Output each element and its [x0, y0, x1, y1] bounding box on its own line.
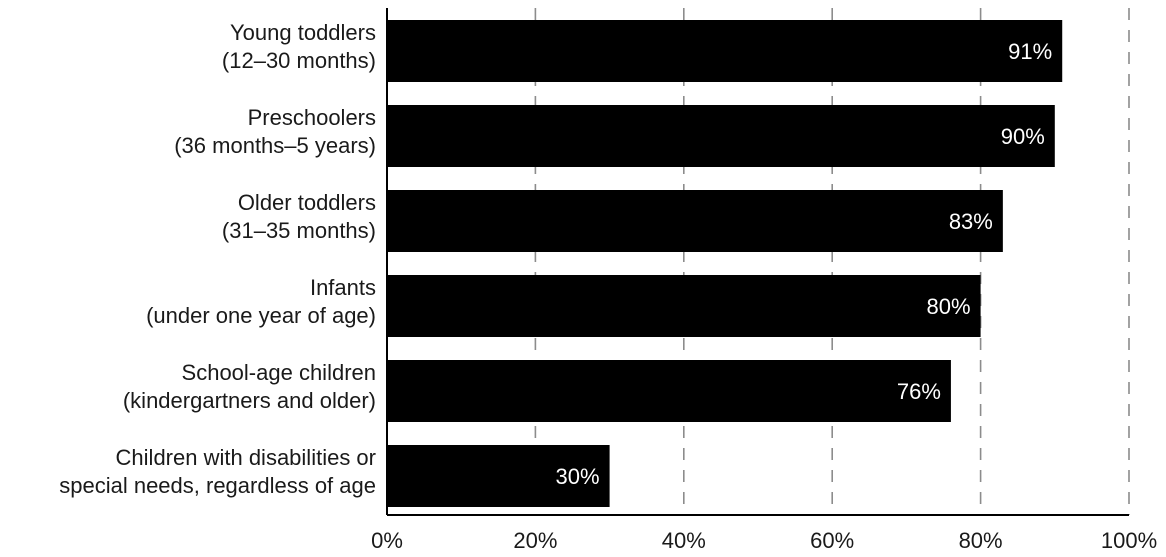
category-label-2: Older toddlers (31–35 months) [222, 190, 376, 243]
gridlines [534, 8, 1130, 515]
data-label-1: 90% [1001, 124, 1045, 149]
category-label-line: Older toddlers [238, 190, 376, 215]
category-label-1: Preschoolers (36 months–5 years) [174, 105, 376, 158]
category-label-line: (31–35 months) [222, 218, 376, 243]
data-label-0: 91% [1008, 39, 1052, 64]
bar-3 [387, 275, 981, 337]
category-label-4: School-age children (kindergartners and o… [123, 360, 376, 413]
bar-2 [387, 190, 1003, 252]
x-tick-label-60: 60% [810, 528, 854, 553]
labels: 91% Young toddlers (12–30 months) 90% Presch… [59, 20, 1157, 553]
bar-4 [387, 360, 951, 422]
category-label-line: Infants [310, 275, 376, 300]
category-label-line: (36 months–5 years) [174, 133, 376, 158]
category-label-0: Young toddlers (12–30 months) [222, 20, 376, 73]
category-label-line: special needs, regardless of age [59, 473, 376, 498]
category-label-line: (under one year of age) [146, 303, 376, 328]
x-tick-label-0: 0% [371, 528, 403, 553]
category-label-line: School-age children [182, 360, 376, 385]
x-tick-label-20: 20% [513, 528, 557, 553]
category-label-line: (kindergartners and older) [123, 388, 376, 413]
data-label-5: 30% [556, 464, 600, 489]
bar-0 [387, 20, 1063, 82]
category-label-line: Children with disabilities or [116, 445, 376, 470]
category-label-line: Young toddlers [230, 20, 376, 45]
data-label-4: 76% [897, 379, 941, 404]
x-tick-label-100: 100% [1101, 528, 1157, 553]
category-label-5: Children with disabilities or special nee… [59, 445, 376, 498]
axes [386, 8, 1129, 516]
category-label-3: Infants (under one year of age) [146, 275, 376, 328]
bar-5 [387, 445, 610, 507]
category-label-line: (12–30 months) [222, 48, 376, 73]
bar-1 [387, 105, 1055, 167]
category-label-line: Preschoolers [248, 105, 376, 130]
data-label-3: 80% [927, 294, 971, 319]
x-tick-label-40: 40% [662, 528, 706, 553]
data-label-2: 83% [949, 209, 993, 234]
bars [387, 20, 1063, 507]
x-tick-label-80: 80% [959, 528, 1003, 553]
